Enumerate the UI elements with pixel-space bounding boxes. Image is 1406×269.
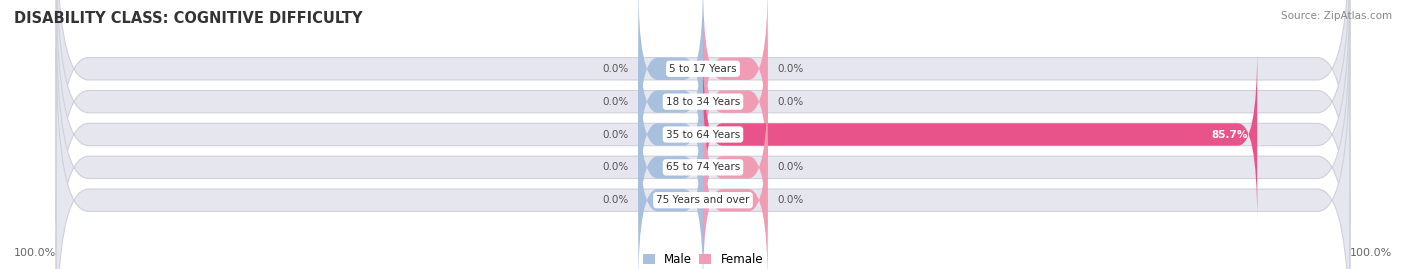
Text: 75 Years and over: 75 Years and over <box>657 195 749 205</box>
FancyBboxPatch shape <box>703 14 768 189</box>
Text: 85.7%: 85.7% <box>1211 129 1247 140</box>
Text: 35 to 64 Years: 35 to 64 Years <box>666 129 740 140</box>
Text: 0.0%: 0.0% <box>778 64 804 74</box>
FancyBboxPatch shape <box>638 113 703 269</box>
Text: 0.0%: 0.0% <box>778 97 804 107</box>
Text: DISABILITY CLASS: COGNITIVE DIFFICULTY: DISABILITY CLASS: COGNITIVE DIFFICULTY <box>14 11 363 26</box>
Legend: Male, Female: Male, Female <box>643 253 763 266</box>
FancyBboxPatch shape <box>703 0 768 156</box>
FancyBboxPatch shape <box>638 14 703 189</box>
FancyBboxPatch shape <box>703 113 768 269</box>
Text: 0.0%: 0.0% <box>602 64 628 74</box>
Text: 5 to 17 Years: 5 to 17 Years <box>669 64 737 74</box>
FancyBboxPatch shape <box>638 80 703 255</box>
FancyBboxPatch shape <box>703 80 768 255</box>
Text: 0.0%: 0.0% <box>602 162 628 172</box>
Text: 0.0%: 0.0% <box>778 195 804 205</box>
FancyBboxPatch shape <box>56 0 1350 269</box>
Text: 0.0%: 0.0% <box>778 162 804 172</box>
Text: 0.0%: 0.0% <box>602 129 628 140</box>
FancyBboxPatch shape <box>56 14 1350 269</box>
FancyBboxPatch shape <box>56 0 1350 255</box>
Text: 100.0%: 100.0% <box>14 248 56 258</box>
Text: 100.0%: 100.0% <box>1350 248 1392 258</box>
Text: 0.0%: 0.0% <box>602 97 628 107</box>
FancyBboxPatch shape <box>56 0 1350 222</box>
FancyBboxPatch shape <box>703 47 1257 222</box>
Text: 0.0%: 0.0% <box>602 195 628 205</box>
FancyBboxPatch shape <box>638 47 703 222</box>
FancyBboxPatch shape <box>56 47 1350 269</box>
Text: 18 to 34 Years: 18 to 34 Years <box>666 97 740 107</box>
Text: 65 to 74 Years: 65 to 74 Years <box>666 162 740 172</box>
FancyBboxPatch shape <box>638 0 703 156</box>
Text: Source: ZipAtlas.com: Source: ZipAtlas.com <box>1281 11 1392 21</box>
